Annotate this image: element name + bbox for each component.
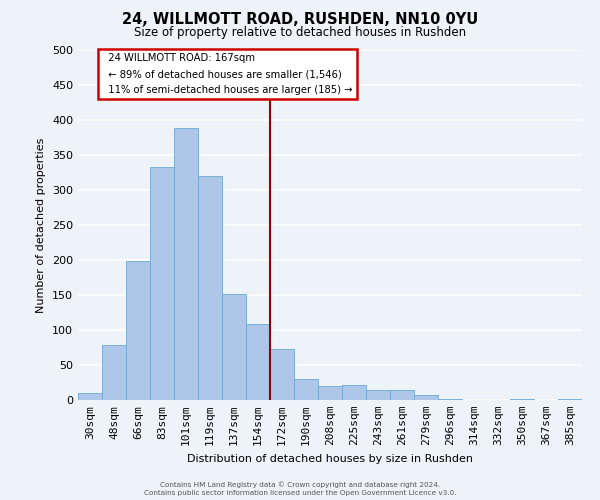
Text: 24, WILLMOTT ROAD, RUSHDEN, NN10 0YU: 24, WILLMOTT ROAD, RUSHDEN, NN10 0YU xyxy=(122,12,478,28)
Bar xyxy=(390,390,414,400)
Bar xyxy=(342,384,366,400)
Bar xyxy=(414,395,438,400)
Bar xyxy=(270,349,294,400)
Bar xyxy=(126,262,150,400)
Text: Contains HM Land Registry data © Crown copyright and database right 2024.: Contains HM Land Registry data © Crown c… xyxy=(160,481,440,488)
Bar xyxy=(78,393,102,400)
Bar xyxy=(222,294,246,400)
Bar xyxy=(318,386,342,400)
Text: Size of property relative to detached houses in Rushden: Size of property relative to detached ho… xyxy=(134,26,466,39)
Text: 24 WILLMOTT ROAD: 167sqm
  ← 89% of detached houses are smaller (1,546)
  11% of: 24 WILLMOTT ROAD: 167sqm ← 89% of detach… xyxy=(102,54,353,94)
X-axis label: Distribution of detached houses by size in Rushden: Distribution of detached houses by size … xyxy=(187,454,473,464)
Bar xyxy=(102,346,126,400)
Y-axis label: Number of detached properties: Number of detached properties xyxy=(37,138,46,312)
Bar xyxy=(366,390,390,400)
Bar xyxy=(294,379,318,400)
Bar xyxy=(174,128,198,400)
Text: Contains public sector information licensed under the Open Government Licence v3: Contains public sector information licen… xyxy=(144,490,456,496)
Bar xyxy=(150,167,174,400)
Bar xyxy=(246,324,270,400)
Bar xyxy=(198,176,222,400)
